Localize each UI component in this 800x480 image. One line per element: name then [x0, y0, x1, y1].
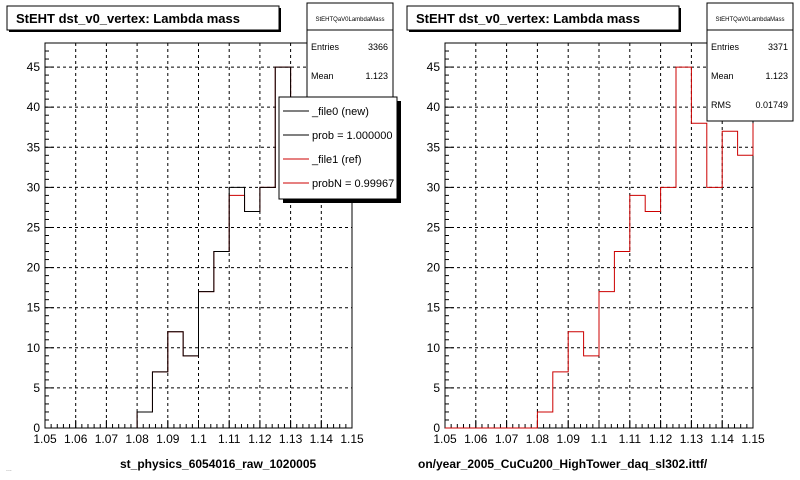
legend-label: _file1 (ref)	[311, 154, 362, 166]
left-x-axis-footer: st_physics_6054016_raw_1020005	[120, 457, 317, 471]
y-tick-label: 30	[427, 180, 441, 194]
legend-label: probN = 0.999671	[312, 178, 400, 190]
legend-box	[278, 96, 398, 200]
y-tick-label: 15	[427, 301, 441, 315]
histogram-series-0	[445, 66, 754, 429]
y-tick-label: 30	[27, 180, 41, 194]
stats-row-value: 3366	[368, 42, 388, 52]
chart-panel-1: 1.05 1.06 1.07 1.08 1.09 1.1 1.11 1.12 1.13 1.14 1…	[406, 2, 794, 446]
title-box	[6, 5, 280, 31]
stats-row-value: 1.123	[365, 71, 388, 81]
x-tick-label: 1.15	[741, 432, 765, 446]
legend-label: prob = 1.000000	[312, 130, 392, 142]
x-tick-label: 1.15	[340, 432, 364, 446]
y-tick-label: 40	[427, 100, 441, 114]
y-tick-label: 15	[27, 301, 41, 315]
stats-row-value: 1.123	[765, 71, 788, 81]
stats-name: StEHTQaV0LambdaMass	[715, 17, 784, 23]
y-tick-label: 40	[27, 100, 41, 114]
stats-box	[306, 2, 394, 114]
stats-row-label: Entries	[311, 42, 340, 52]
x-tick-label: 1.13	[680, 432, 704, 446]
y-tick-label: 0	[433, 421, 440, 435]
stats-name: StEHTQaV0LambdaMass	[315, 17, 384, 23]
x-tick-label: 1.05	[433, 432, 457, 446]
stats-box	[706, 2, 794, 122]
x-tick-label: 1.11	[619, 432, 642, 446]
y-tick-label: 10	[27, 341, 41, 355]
y-tick-label: 35	[27, 140, 41, 154]
y-tick-label: 5	[433, 381, 440, 395]
y-tick-label: 45	[427, 60, 441, 74]
y-tick-label: 5	[33, 381, 40, 395]
x-tick-label: 1.08	[125, 432, 149, 446]
y-tick-label: 20	[27, 261, 41, 275]
stats-row-value: 0.01749	[755, 100, 788, 110]
stats-row-label: RMS	[711, 100, 731, 110]
stats-row-value: 3371	[768, 42, 788, 52]
x-tick-label: 1.06	[464, 432, 488, 446]
x-tick-label: 1.11	[218, 432, 241, 446]
y-tick-label: 45	[27, 60, 41, 74]
chart-title: StEHT dst_v0_vertex: Lambda mass	[16, 11, 240, 26]
chart-title: StEHT dst_v0_vertex: Lambda mass	[416, 11, 640, 26]
y-tick-label: 20	[427, 261, 441, 275]
stats-row-label: Entries	[711, 42, 740, 52]
x-tick-label: 1.07	[95, 432, 119, 446]
bottom-left-note: ...	[6, 466, 12, 473]
legend-label: _file0 (new)	[311, 106, 369, 118]
y-tick-label: 25	[427, 220, 441, 234]
x-tick-label: 1.09	[557, 432, 581, 446]
chart-panel-0: 1.05 1.06 1.07 1.08 1.09 1.1 1.11 1.12 1.13 1.14 1…	[6, 2, 401, 446]
x-tick-label: 1.14	[711, 432, 735, 446]
x-tick-label: 1.09	[156, 432, 180, 446]
x-tick-label: 1.08	[526, 432, 550, 446]
x-tick-label: 1.06	[64, 432, 88, 446]
x-tick-label: 1.12	[248, 432, 272, 446]
y-tick-label: 35	[427, 140, 441, 154]
y-tick-label: 25	[27, 220, 41, 234]
x-tick-label: 1.05	[33, 432, 57, 446]
title-box	[406, 5, 680, 31]
x-tick-label: 1.14	[310, 432, 334, 446]
x-tick-label: 1.1	[591, 432, 608, 446]
y-tick-label: 10	[427, 341, 441, 355]
x-tick-label: 1.13	[279, 432, 303, 446]
y-tick-label: 0	[33, 421, 40, 435]
x-tick-label: 1.12	[649, 432, 673, 446]
stats-row-label: Mean	[711, 71, 734, 81]
stats-row-label: Mean	[311, 71, 334, 81]
right-x-axis-footer: on/year_2005_CuCu200_HighTower_daq_sl302…	[418, 457, 708, 471]
x-tick-label: 1.07	[495, 432, 519, 446]
x-tick-label: 1.1	[190, 432, 207, 446]
